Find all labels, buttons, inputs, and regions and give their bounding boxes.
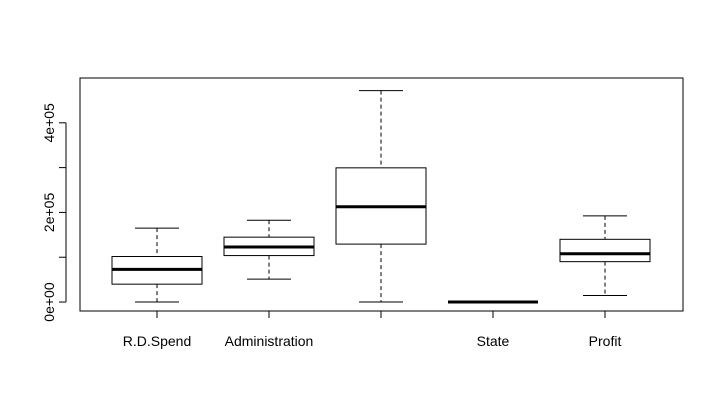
box-1 <box>111 227 203 303</box>
box-2 <box>223 219 315 280</box>
x-axis-labels: R.D.Spend Administration State Profit <box>123 311 622 349</box>
y-axis: 0e+00 2e+05 4e+05 <box>41 103 67 322</box>
box-5 <box>559 215 651 296</box>
iqr-box <box>559 238 651 263</box>
y-tick-label: 2e+05 <box>41 193 57 233</box>
x-category-label: State <box>477 333 510 349</box>
y-tick-label: 4e+05 <box>41 103 57 143</box>
x-category-label: Profit <box>589 333 622 349</box>
y-tick-label: 0e+00 <box>41 282 57 322</box>
boxes-group <box>111 90 651 304</box>
x-category-label: R.D.Spend <box>123 333 191 349</box>
x-category-label: Administration <box>225 333 314 349</box>
box-3 <box>335 90 427 303</box>
